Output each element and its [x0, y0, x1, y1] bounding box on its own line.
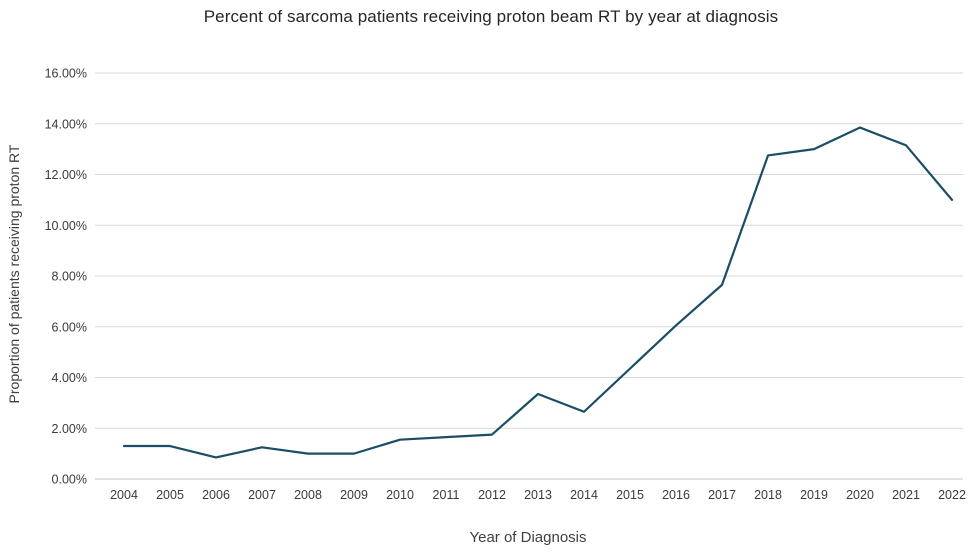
y-tick-label: 6.00% — [52, 320, 87, 334]
series-line-proton-rt — [122, 126, 954, 459]
x-tick-label: 2011 — [433, 488, 460, 502]
x-tick-label: 2010 — [386, 488, 414, 502]
x-tick-label: 2013 — [524, 488, 552, 502]
x-tick-label: 2005 — [156, 488, 184, 502]
y-tick-label: 8.00% — [52, 270, 87, 284]
y-tick-label: 10.00% — [45, 219, 87, 233]
x-tick-label: 2016 — [662, 488, 690, 502]
x-tick-label: 2017 — [708, 488, 736, 502]
y-tick-label: 16.00% — [45, 67, 87, 81]
x-tick-label: 2004 — [110, 488, 138, 502]
y-tick-label: 14.00% — [45, 117, 87, 131]
chart-title: Percent of sarcoma patients receiving pr… — [203, 7, 779, 26]
x-tick-label: 2019 — [800, 488, 828, 502]
y-tick-label: 2.00% — [52, 422, 87, 436]
x-tick-label: 2022 — [938, 488, 966, 502]
x-axis-title: Year of Diagnosis — [469, 529, 587, 546]
x-tick-label: 2009 — [340, 488, 368, 502]
y-tick-label: 12.00% — [45, 168, 87, 182]
x-tick-label: 2012 — [478, 488, 506, 502]
x-tick-label: 2007 — [248, 488, 276, 502]
x-tick-label: 2021 — [892, 488, 920, 502]
y-tick-label: 0.00% — [52, 473, 87, 487]
y-tick-label: 4.00% — [52, 371, 87, 385]
x-tick-label: 2014 — [570, 488, 598, 502]
x-tick-label: 2008 — [294, 488, 322, 502]
x-tick-label: 2006 — [202, 488, 230, 502]
x-tick-label: 2018 — [754, 488, 782, 502]
x-tick-label: 2020 — [846, 488, 874, 502]
x-tick-label: 2015 — [616, 488, 644, 502]
